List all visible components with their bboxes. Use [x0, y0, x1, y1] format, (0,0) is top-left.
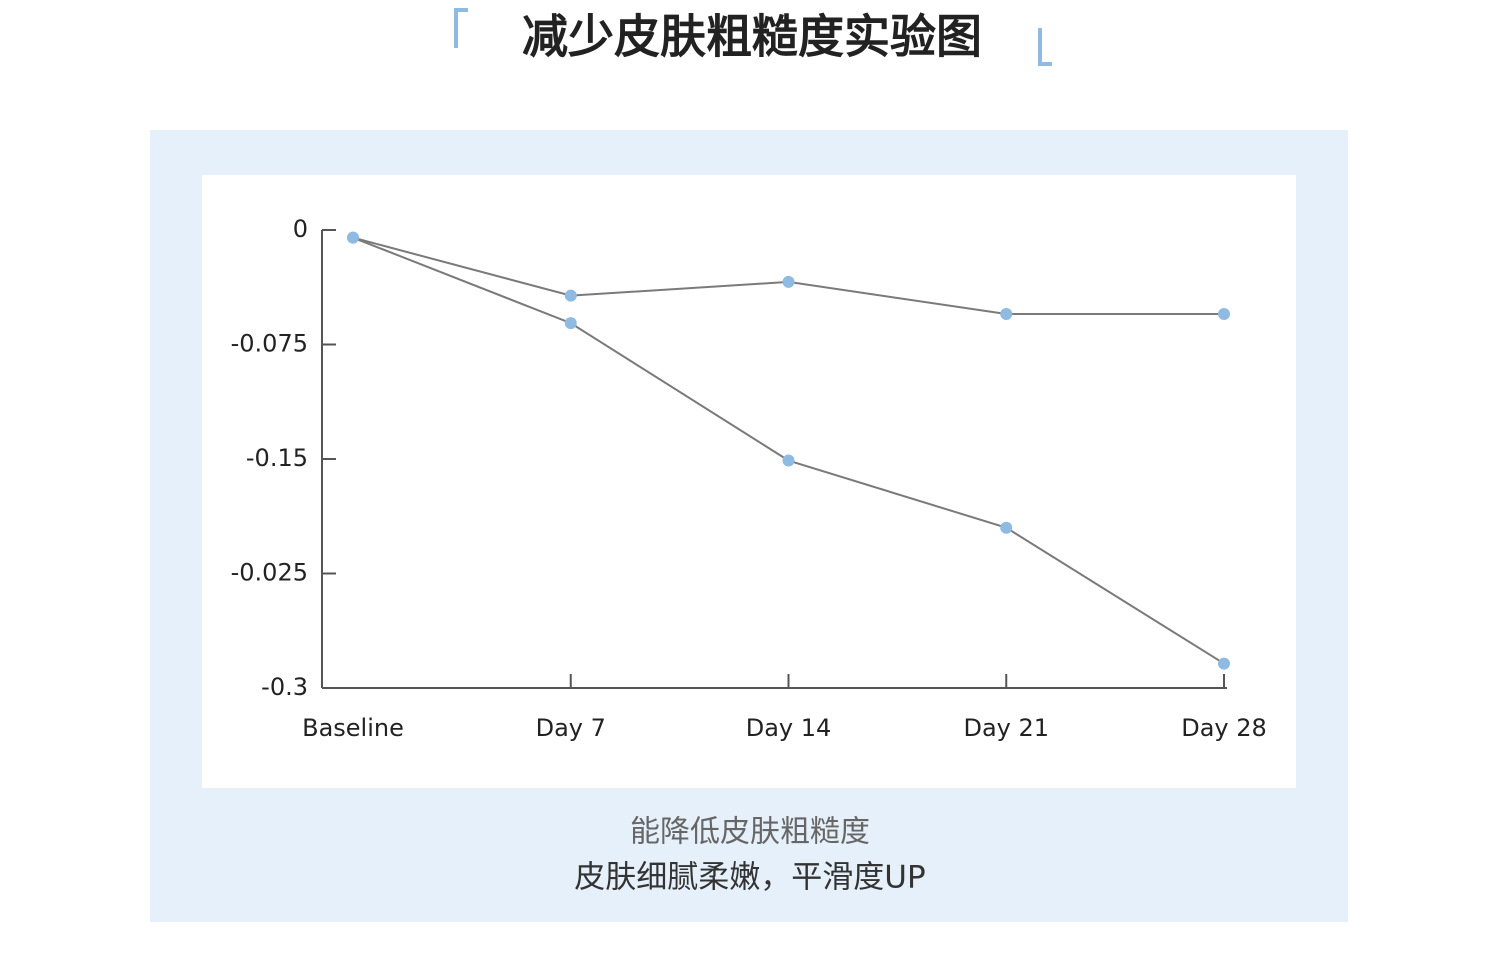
point [1000, 521, 1013, 534]
point [1218, 657, 1230, 670]
y-tick-label: -0.025 [231, 559, 308, 587]
bracket-right [1038, 28, 1052, 66]
x-tick-label: Day 7 [536, 714, 606, 742]
point [1000, 307, 1013, 320]
plot-card [202, 175, 1296, 788]
bracket-left [454, 8, 468, 48]
y-tick-label: -0.075 [231, 330, 308, 358]
caption: 能降低皮肤粗糙度 [630, 815, 870, 850]
point [564, 317, 577, 330]
point [564, 289, 577, 302]
y-tick-label: -0.15 [246, 444, 308, 472]
x-tick-label: Day 28 [1181, 714, 1267, 742]
point [782, 275, 795, 288]
point [1218, 307, 1230, 320]
x-tick-label: Baseline [302, 714, 404, 742]
x-tick-label: Day 14 [746, 714, 832, 742]
caption: 皮肤细腻柔嫩，平滑度UP [574, 860, 925, 896]
point [782, 454, 795, 467]
y-tick-label: 0 [293, 215, 308, 243]
y-tick-label: -0.3 [261, 673, 308, 701]
x-tick-label: Day 21 [963, 714, 1049, 742]
point [347, 231, 359, 244]
chart-title: 减少皮肤粗糙度实验图 [522, 10, 982, 64]
